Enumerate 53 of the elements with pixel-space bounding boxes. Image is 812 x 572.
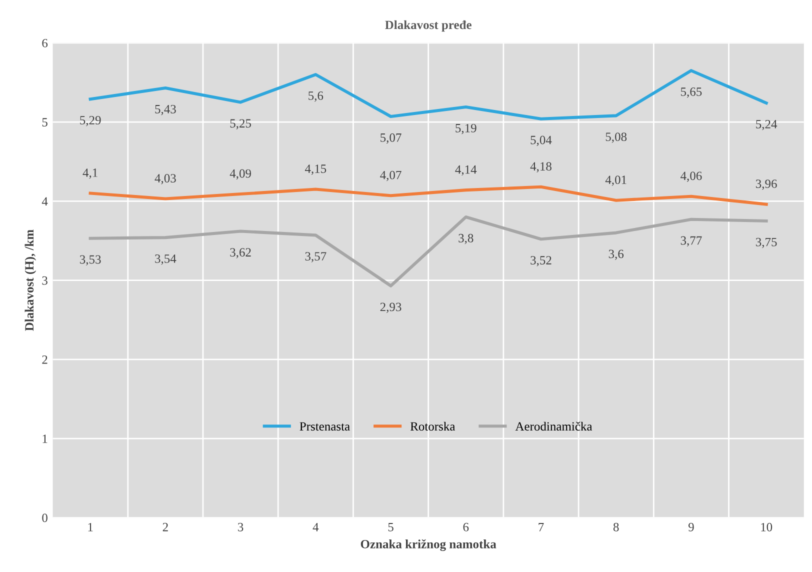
x-tick-label: 6 (463, 522, 469, 532)
data-label: 3,62 (230, 248, 251, 258)
data-label: 5,43 (155, 104, 176, 116)
x-tick-label: 8 (613, 522, 619, 532)
data-label: 3,75 (756, 238, 777, 248)
chart-title: Dlakavost pređe (385, 20, 472, 32)
legend-label: Rotorska (410, 422, 456, 431)
x-tick-label: 2 (162, 522, 168, 532)
x-axis-title: Oznaka križnog namotka (360, 539, 496, 551)
data-label: 4,07 (380, 170, 402, 182)
y-tick-label: 1 (42, 434, 48, 443)
y-tick-label: 0 (42, 514, 48, 522)
y-tick-label: 6 (42, 38, 48, 48)
data-label: 5,6 (308, 92, 324, 102)
data-label: 3,8 (458, 234, 474, 244)
data-label: 5,29 (80, 116, 101, 126)
x-tick-label: 1 (88, 522, 93, 532)
data-label: 4,18 (530, 162, 552, 172)
data-label: 4,03 (154, 174, 176, 184)
legend-label: Aerodinamička (515, 422, 592, 431)
data-label: 3,52 (530, 256, 552, 266)
data-label: 5,24 (756, 120, 778, 130)
y-tick-label: 4 (42, 197, 48, 206)
data-label: 5,65 (681, 88, 702, 98)
y-tick-label: 5 (42, 118, 48, 126)
data-label: 5,19 (456, 124, 476, 134)
data-label: 5,07 (380, 133, 402, 144)
data-label: 4,06 (680, 172, 702, 182)
x-tick-label: 5 (388, 523, 394, 532)
data-label: 4,09 (230, 169, 251, 180)
data-label: 3,6 (608, 250, 624, 260)
data-label: 4,14 (455, 165, 477, 176)
x-tick-label: 10 (761, 522, 772, 532)
legend-label: Prstenasta (300, 422, 350, 431)
x-tick-label: 3 (238, 522, 244, 532)
data-label: 5,25 (230, 119, 252, 130)
y-tick-label: 2 (42, 355, 48, 364)
x-tick-label: 4 (312, 522, 319, 532)
data-label: 5,04 (530, 136, 552, 146)
x-tick-label: 9 (688, 522, 694, 532)
x-tick-label: 7 (538, 523, 544, 532)
data-label: 5,08 (606, 132, 627, 143)
data-label: 4,15 (304, 164, 326, 175)
data-label: 3,54 (155, 254, 176, 265)
data-label: 4,01 (605, 176, 626, 186)
y-axis-title: Dlakavost (H), /km (24, 230, 36, 331)
data-label: 2,93 (380, 302, 402, 313)
data-label: 3,77 (680, 236, 702, 246)
data-label: 3,53 (80, 255, 101, 266)
y-tick-label: 3 (42, 276, 48, 285)
data-label: 4,1 (82, 168, 98, 179)
data-label: 3,57 (305, 252, 326, 262)
data-label: 3,96 (756, 180, 777, 190)
